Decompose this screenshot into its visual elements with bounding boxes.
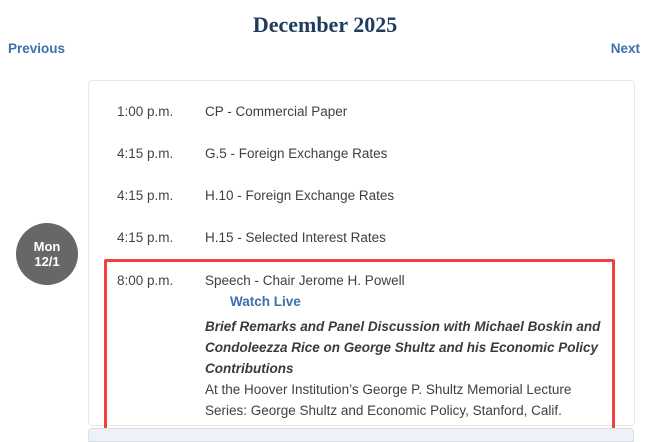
- event-details: Speech - Chair Jerome H. Powell Watch Li…: [205, 273, 604, 421]
- event-time: 4:15 p.m.: [117, 188, 174, 203]
- previous-month-link[interactable]: Previous: [8, 41, 66, 56]
- next-month-link[interactable]: Next: [610, 41, 640, 56]
- day-events-panel: 1:00 p.m. CP - Commercial Paper 4:15 p.m…: [88, 80, 635, 433]
- day-badge-date: 12/1: [34, 254, 60, 269]
- event-title: H.15 - Selected Interest Rates: [205, 230, 386, 245]
- event-time: 1:00 p.m.: [117, 104, 174, 119]
- event-description-emphasis: Brief Remarks and Panel Discussion with …: [205, 319, 601, 376]
- event-time: 8:00 p.m.: [117, 273, 174, 288]
- event-time: 4:15 p.m.: [117, 146, 174, 161]
- day-badge: Mon 12/1: [16, 223, 78, 285]
- watch-live-link[interactable]: Watch Live: [230, 294, 301, 309]
- event-title: G.5 - Foreign Exchange Rates: [205, 146, 388, 161]
- day-badge-weekday: Mon: [33, 239, 61, 254]
- next-day-panel-header[interactable]: [88, 428, 634, 442]
- event-title: Speech - Chair Jerome H. Powell: [205, 273, 405, 288]
- page-title: December 2025: [252, 12, 398, 37]
- event-title: CP - Commercial Paper: [205, 104, 348, 119]
- event-row: 4:15 p.m. H.10 - Foreign Exchange Rates: [89, 175, 634, 217]
- event-time: 4:15 p.m.: [117, 230, 174, 245]
- event-row: 4:15 p.m. H.15 - Selected Interest Rates: [89, 217, 634, 259]
- event-row: 1:00 p.m. CP - Commercial Paper: [89, 91, 634, 133]
- event-row-highlighted: 8:00 p.m. Speech - Chair Jerome H. Powel…: [104, 259, 615, 433]
- event-row: 4:15 p.m. G.5 - Foreign Exchange Rates: [89, 133, 634, 175]
- event-title: H.10 - Foreign Exchange Rates: [205, 188, 395, 203]
- event-description: At the Hoover Institution’s George P. Sh…: [205, 382, 572, 418]
